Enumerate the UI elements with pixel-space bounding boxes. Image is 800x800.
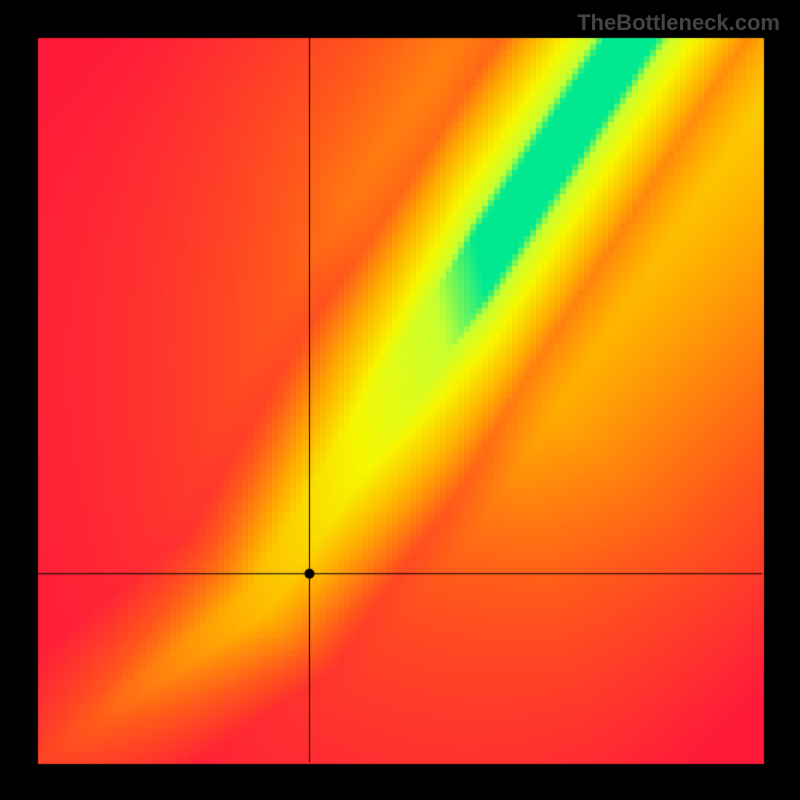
bottleneck-heatmap: [0, 0, 800, 800]
chart-container: TheBottleneck.com: [0, 0, 800, 800]
